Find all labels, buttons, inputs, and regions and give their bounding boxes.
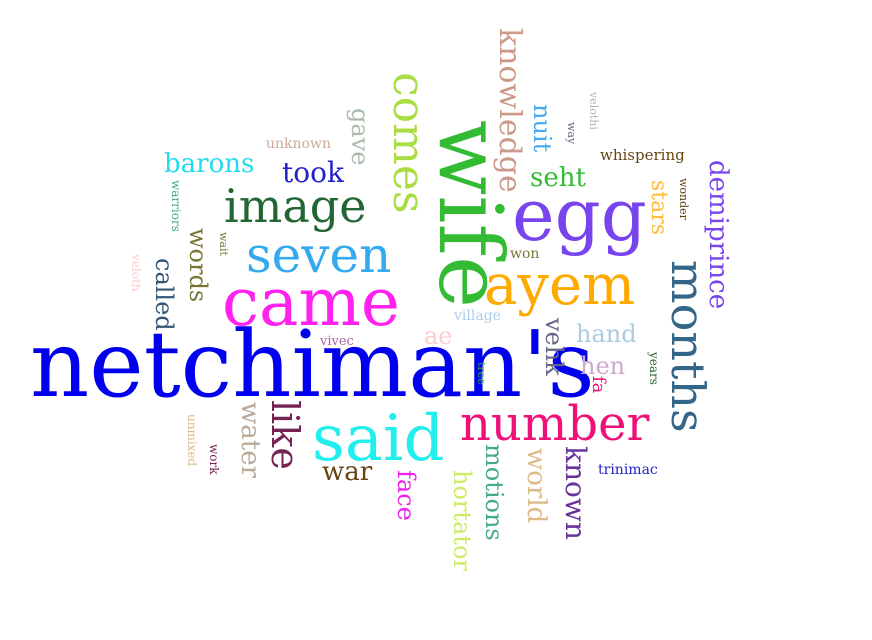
cloud-word-months: months xyxy=(661,260,715,433)
cloud-word-vehk: vehk xyxy=(540,317,568,376)
cloud-word-egg: egg xyxy=(512,173,647,257)
cloud-word-trinimac: trinimac xyxy=(598,462,658,478)
cloud-word-wonder: wonder xyxy=(677,178,690,221)
cloud-word-face: face xyxy=(392,470,420,521)
cloud-word-world: world xyxy=(521,448,551,523)
cloud-word-barons: barons xyxy=(164,149,254,179)
cloud-word-number: number xyxy=(460,396,649,452)
cloud-word-fa: fa xyxy=(588,376,609,394)
cloud-word-known: known xyxy=(559,446,592,540)
cloud-word-wait: wait xyxy=(217,232,230,256)
cloud-word-ae: ae xyxy=(424,322,453,350)
cloud-word-like: like xyxy=(263,400,307,470)
cloud-word-comes: comes xyxy=(383,72,434,213)
cloud-word-demiprince: demiprince xyxy=(703,160,733,309)
cloud-word-motions: motions xyxy=(480,444,508,541)
cloud-word-seven: seven xyxy=(246,226,391,284)
cloud-word-work: work xyxy=(207,444,221,475)
cloud-word-vivec: vivec xyxy=(319,334,354,349)
cloud-word-years: years xyxy=(647,351,661,385)
cloud-word-nuit: nuit xyxy=(528,104,556,153)
cloud-word-took: took xyxy=(282,156,345,189)
cloud-word-seht: seht xyxy=(530,163,586,193)
cloud-word-called: called xyxy=(150,258,178,331)
cloud-word-netchiman-s: netchiman's xyxy=(30,311,595,418)
cloud-word-veloth: veloth xyxy=(129,253,143,292)
cloud-word-village: village xyxy=(453,308,501,324)
cloud-word-won: won xyxy=(510,246,539,262)
cloud-word-velothi: velothi xyxy=(587,91,600,130)
cloud-word-whispering: whispering xyxy=(600,146,685,164)
cloud-word-knowledge: knowledge xyxy=(492,28,527,193)
cloud-word-said: said xyxy=(312,402,444,476)
cloud-word-words: words xyxy=(184,228,212,302)
cloud-word-stars: stars xyxy=(646,180,671,235)
cloud-word-hen: hen xyxy=(580,352,625,380)
cloud-word-tree: tree xyxy=(475,362,488,385)
cloud-word-warriors: warriors xyxy=(169,180,183,232)
cloud-word-wife: wife xyxy=(419,120,522,308)
cloud-word-unknown: unknown xyxy=(266,136,331,152)
cloud-word-water: water xyxy=(235,402,265,479)
cloud-word-ayem: ayem xyxy=(484,253,635,318)
cloud-word-way: way xyxy=(565,122,578,145)
cloud-word-image: image xyxy=(224,179,366,233)
cloud-word-hand: hand xyxy=(576,320,637,348)
cloud-word-unmixed: unmixed xyxy=(185,414,199,467)
cloud-word-gave: gave xyxy=(346,108,374,165)
cloud-word-hortator: hortator xyxy=(448,470,476,571)
cloud-word-came: came xyxy=(222,264,400,341)
cloud-word-war: war xyxy=(322,457,373,487)
